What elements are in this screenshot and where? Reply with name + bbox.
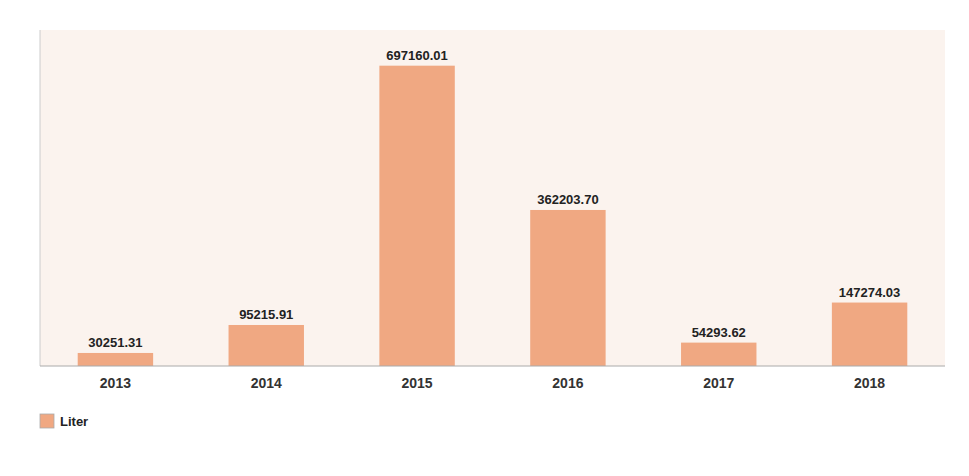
data-label: 95215.91 bbox=[239, 307, 293, 322]
data-label: 362203.70 bbox=[537, 192, 598, 207]
data-label: 30251.31 bbox=[88, 335, 142, 350]
bar bbox=[379, 66, 454, 366]
plot-background bbox=[40, 30, 945, 366]
x-tick-label: 2015 bbox=[402, 375, 433, 391]
data-label: 147274.03 bbox=[839, 285, 900, 300]
chart-svg: 30251.31 95215.91 697160.01 362203.70 54293.… bbox=[0, 0, 969, 476]
x-axis-line bbox=[40, 366, 945, 367]
bar bbox=[832, 303, 907, 366]
bar bbox=[78, 353, 153, 366]
x-tick-label: 2013 bbox=[100, 375, 131, 391]
bars bbox=[78, 66, 908, 366]
x-tick-label: 2017 bbox=[703, 375, 734, 391]
legend: Liter bbox=[40, 414, 88, 429]
x-tick-label: 2018 bbox=[854, 375, 885, 391]
bar bbox=[229, 325, 304, 366]
legend-swatch bbox=[40, 414, 54, 428]
bar bbox=[530, 210, 605, 366]
bar bbox=[681, 343, 756, 366]
data-label: 697160.01 bbox=[386, 48, 447, 63]
data-label: 54293.62 bbox=[692, 325, 746, 340]
x-tick-label: 2016 bbox=[552, 375, 583, 391]
data-labels: 30251.31 95215.91 697160.01 362203.70 54293.… bbox=[88, 48, 900, 350]
x-tick-label: 2014 bbox=[251, 375, 282, 391]
legend-label: Liter bbox=[60, 414, 88, 429]
y-axis-line bbox=[40, 30, 41, 366]
chart-container: 30251.31 95215.91 697160.01 362203.70 54293.… bbox=[0, 0, 969, 476]
